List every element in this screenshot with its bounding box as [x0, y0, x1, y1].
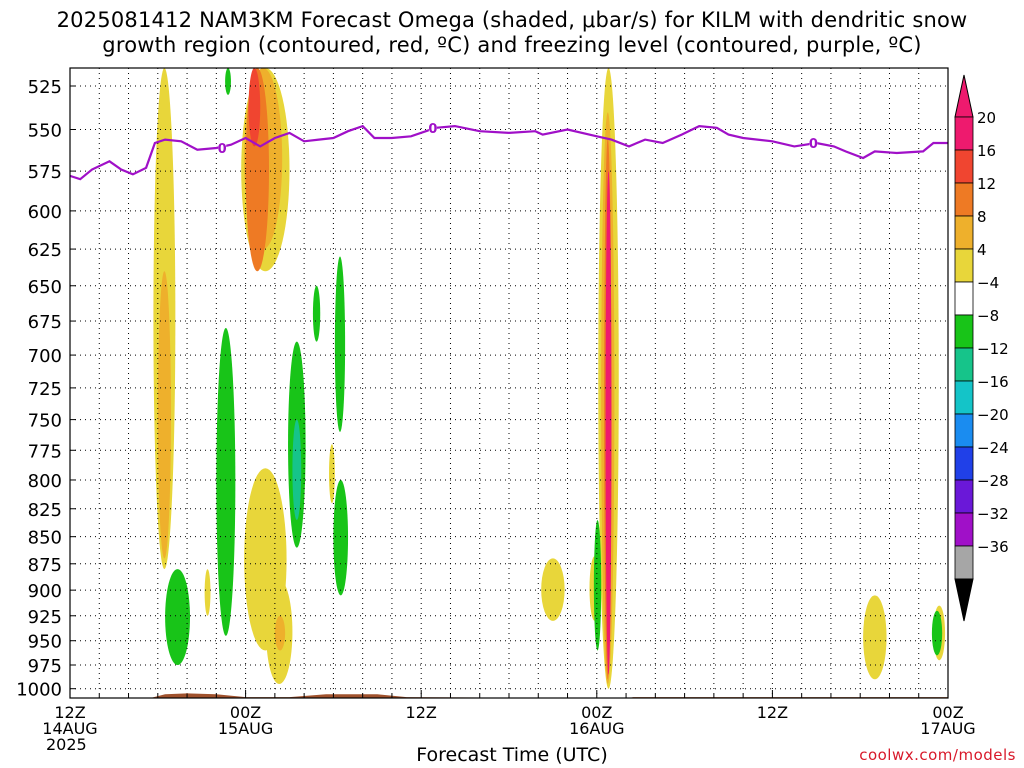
- colorbar-label-9: −20: [977, 406, 1009, 424]
- omega-area-14: [541, 558, 565, 621]
- omega-area-27: [931, 610, 943, 656]
- xtick-label-60-0: 00Z: [932, 703, 963, 722]
- ytick-label-1000: 1000: [16, 680, 62, 701]
- omega-area-17: [204, 569, 211, 616]
- colorbar-label-6: −8: [977, 307, 999, 325]
- ytick-label-625: 625: [28, 240, 62, 261]
- colorbar-swatch-6: [954, 314, 974, 349]
- omega-shading-layer: [153, 68, 946, 689]
- colorbar-label-13: −36: [977, 538, 1009, 556]
- freezing-level-label-2: 0: [809, 137, 818, 152]
- xtick-label-0-1: 14AUG: [42, 719, 97, 738]
- colorbar-label-11: −28: [977, 472, 1009, 490]
- omega-area-1: [157, 271, 171, 559]
- ytick-label-950: 950: [28, 632, 62, 653]
- colorbar-swatch-0: [954, 116, 974, 151]
- ytick-label-675: 675: [28, 312, 62, 333]
- colorbar-swatch-5: [954, 281, 974, 316]
- xtick-label-48-0: 12Z: [757, 703, 788, 722]
- freezing-label-bg-1: [428, 120, 437, 134]
- colorbar-label-8: −16: [977, 373, 1009, 391]
- omega-area-25: [333, 479, 349, 596]
- colorbar-label-0: 20: [977, 109, 996, 127]
- colorbar: 20 16 12 8 4 −4 −8 −12 −16 −20 −24 −28 −32 −36: [954, 74, 1009, 622]
- chart-title-line1: 2025081412 NAM3KM Forecast Omega (shaded…: [56, 8, 968, 32]
- omega-area-8: [274, 615, 286, 651]
- colorbar-label-5: −4: [977, 274, 999, 292]
- ytick-label-750: 750: [28, 411, 62, 432]
- colorbar-label-3: 8: [977, 208, 987, 226]
- ytick-label-825: 825: [28, 500, 62, 521]
- ytick-label-775: 775: [28, 441, 62, 462]
- source-credit: coolwx.com/models: [859, 746, 1016, 764]
- colorbar-swatch-10: [954, 446, 974, 481]
- colorbar-swatch-4: [954, 248, 974, 283]
- colorbar-label-12: −32: [977, 505, 1009, 523]
- colorbar-swatch-13: [954, 545, 974, 580]
- chart-title-line2: growth region (contoured, red, ºC) and f…: [102, 33, 922, 57]
- omega-area-5: [248, 68, 261, 147]
- omega-area-18: [329, 444, 335, 504]
- colorbar-swatch-11: [954, 479, 974, 514]
- colorbar-label-10: −24: [977, 439, 1009, 457]
- colorbar-swatch-1: [954, 149, 974, 184]
- ytick-label-975: 975: [28, 656, 62, 677]
- colorbar-bottom-arrow: [954, 578, 974, 622]
- omega-area-28: [225, 68, 231, 95]
- xtick-label-12-0: 00Z: [230, 703, 261, 722]
- ytick-label-550: 550: [28, 121, 62, 142]
- ytick-label-725: 725: [28, 379, 62, 400]
- xtick-label-36-0: 00Z: [581, 703, 612, 722]
- xtick-label-60-1: 17AUG: [920, 719, 975, 738]
- omega-area-20: [216, 327, 236, 636]
- colorbar-swatch-2: [954, 182, 974, 217]
- ytick-label-525: 525: [28, 77, 62, 98]
- freezing-level-line: [70, 124, 948, 181]
- freezing-level-label-1: 0: [428, 122, 437, 137]
- colorbar-swatch-7: [954, 347, 974, 382]
- omega-area-22: [292, 419, 302, 521]
- colorbar-label-2: 12: [977, 175, 996, 193]
- xtick-label-12-1: 15AUG: [218, 719, 273, 738]
- freezing-level-label-0: 0: [218, 142, 227, 157]
- ytick-label-900: 900: [28, 581, 62, 602]
- ytick-label-875: 875: [28, 555, 62, 576]
- ytick-label-925: 925: [28, 607, 62, 628]
- omega-area-26: [593, 520, 602, 651]
- omega-area-15: [863, 595, 887, 680]
- ytick-label-600: 600: [28, 202, 62, 223]
- omega-area-19: [165, 569, 190, 666]
- colorbar-swatch-9: [954, 413, 974, 448]
- colorbar-swatch-8: [954, 380, 974, 415]
- ytick-label-850: 850: [28, 528, 62, 549]
- xtick-label-24-0: 12Z: [406, 703, 437, 722]
- ytick-label-575: 575: [28, 162, 62, 183]
- omega-area-23: [312, 285, 321, 342]
- freezing-label-bg-0: [218, 141, 227, 155]
- colorbar-swatch-3: [954, 215, 974, 250]
- colorbar-top-arrow: [954, 74, 974, 118]
- x-axis-label: Forecast Time (UTC): [416, 744, 608, 766]
- freezing-level-layer: 0 0 0: [70, 120, 948, 181]
- colorbar-swatch-12: [954, 512, 974, 547]
- xtick-label-36-1: 16AUG: [569, 719, 624, 738]
- omega-area-24: [334, 256, 346, 432]
- xtick-label-0-0: 12Z: [54, 703, 85, 722]
- ytick-label-700: 700: [28, 346, 62, 367]
- freezing-label-bg-2: [809, 136, 818, 150]
- xtick-label-0-2: 2025: [46, 735, 87, 754]
- colorbar-label-1: 16: [977, 142, 996, 160]
- colorbar-label-7: −12: [977, 340, 1009, 358]
- grid-layer: [70, 68, 948, 698]
- ytick-label-650: 650: [28, 277, 62, 298]
- omega-area-13: [605, 171, 612, 675]
- ytick-label-800: 800: [28, 471, 62, 492]
- colorbar-label-4: 4: [977, 241, 987, 259]
- axes-layer: 525 550 575 600 625 650 675 700 725 750 775 800 825 8…: [16, 67, 976, 754]
